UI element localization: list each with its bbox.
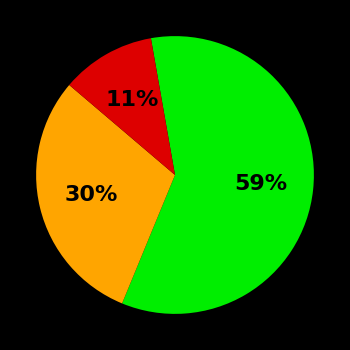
Text: 11%: 11%: [105, 90, 159, 110]
Text: 59%: 59%: [234, 174, 287, 194]
Wedge shape: [36, 85, 175, 303]
Text: 30%: 30%: [65, 185, 118, 205]
Wedge shape: [69, 38, 175, 175]
Wedge shape: [122, 36, 314, 314]
